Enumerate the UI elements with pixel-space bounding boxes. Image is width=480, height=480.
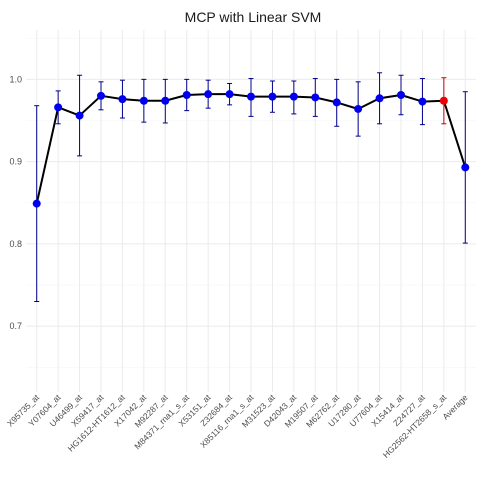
data-point	[182, 90, 191, 99]
data-point	[97, 91, 105, 100]
data-point	[75, 111, 84, 120]
data-point	[289, 92, 298, 101]
data-point	[118, 95, 127, 104]
data-point	[354, 104, 363, 113]
data-point	[268, 92, 277, 101]
y-tick-label: 0.8	[9, 239, 22, 249]
data-point	[32, 199, 41, 208]
y-tick-label: 0.7	[9, 321, 22, 331]
data-point	[311, 93, 320, 102]
data-points	[32, 90, 470, 208]
data-point	[247, 92, 255, 101]
highlight-data-point	[439, 96, 448, 105]
data-point	[461, 163, 470, 172]
chart-title: MCP with Linear SVM	[185, 9, 322, 25]
data-point	[204, 90, 213, 99]
data-point	[139, 96, 148, 105]
data-point	[397, 90, 405, 99]
y-tick-label: 1.0	[9, 74, 22, 84]
data-point	[54, 103, 63, 112]
data-point	[418, 97, 427, 106]
y-axis: 0.7 0.8 0.9 1.0	[9, 74, 22, 331]
x-axis: X95735_atY07604_atU46499_atX59417_atHG16…	[5, 392, 470, 460]
y-tick-label: 0.9	[9, 157, 22, 167]
data-point	[161, 96, 170, 105]
data-point	[375, 94, 384, 103]
data-point	[225, 90, 234, 99]
data-point	[332, 98, 341, 107]
